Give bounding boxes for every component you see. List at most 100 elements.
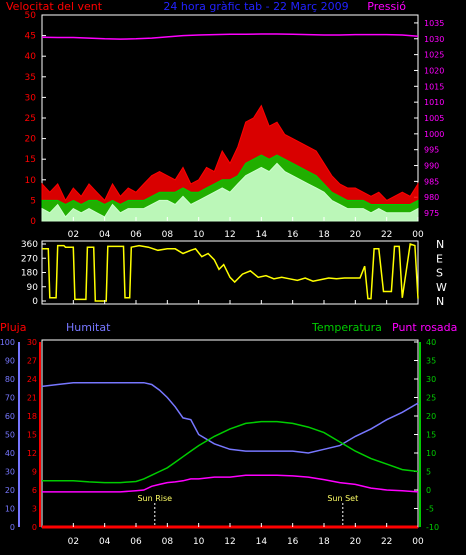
temp-xtick-label: 14 xyxy=(256,537,268,547)
pressure-ytick-label: 1000 xyxy=(424,130,444,139)
wind-ytick-label: 45 xyxy=(25,32,36,42)
direction-compass-label: W xyxy=(436,281,447,294)
temp-xtick-label: 20 xyxy=(350,537,362,547)
humidity-ytick-label: 10 xyxy=(5,505,15,514)
temperature-ytick-label: -5 xyxy=(426,505,434,514)
wind-ytick-label: 0 xyxy=(30,217,36,227)
rain-ytick-label: 21 xyxy=(27,394,37,403)
pressure-ytick-label: 990 xyxy=(424,162,439,171)
sun-marker-label: Sun Set xyxy=(327,494,358,503)
humidity-ytick-label: 50 xyxy=(5,431,15,440)
humidity-line xyxy=(41,381,419,454)
wind-speed-area xyxy=(41,162,419,222)
temperature-ytick-label: 30 xyxy=(426,375,436,384)
humidity-ytick-label: 30 xyxy=(5,468,15,477)
rain-ytick-label: 27 xyxy=(27,357,37,366)
pressure-ytick-label: 985 xyxy=(424,177,439,186)
temp-xtick-label: 12 xyxy=(224,537,235,547)
pressure-ytick-label: 995 xyxy=(424,146,439,155)
chart-title: 24 hora gràfic tab - 22 Març 2009 xyxy=(163,0,348,13)
pressure-line xyxy=(41,33,419,40)
temp-xtick-label: 00 xyxy=(412,537,424,547)
temperature-ytick-label: 0 xyxy=(426,486,431,495)
rain-ytick-label: 3 xyxy=(32,505,37,514)
direction-ytick-label: 180 xyxy=(21,269,38,279)
pressure-ytick-label: 1005 xyxy=(424,114,444,123)
wind-xtick-label: 16 xyxy=(287,230,299,240)
temp-xtick-label: 08 xyxy=(162,537,174,547)
temperature-ytick-label: 40 xyxy=(426,338,436,347)
temperature-humidity-plot: 0102030405060708090100036912151821242730… xyxy=(0,338,439,547)
wind-ytick-label: 40 xyxy=(25,52,37,62)
direction-ytick-label: 90 xyxy=(27,283,39,293)
pressure-ytick-label: 1035 xyxy=(424,19,444,28)
wind-xtick-label: 12 xyxy=(224,230,235,240)
humidity-ytick-label: 90 xyxy=(5,357,15,366)
humidity-ytick-label: 20 xyxy=(5,486,15,495)
direction-compass-label: S xyxy=(436,267,443,280)
wind-xtick-label: 06 xyxy=(130,230,142,240)
direction-ytick-label: 0 xyxy=(32,297,38,307)
wind-xtick-label: 00 xyxy=(412,230,424,240)
direction-ytick-label: 360 xyxy=(21,240,38,250)
humidity-ytick-label: 100 xyxy=(0,338,15,347)
legend-rain: Pluja xyxy=(0,321,26,334)
humidity-ytick-label: 60 xyxy=(5,412,15,421)
legend-temperature: Temperatura xyxy=(311,321,382,334)
wind-ytick-label: 30 xyxy=(25,93,37,103)
temp-xtick-label: 10 xyxy=(193,537,205,547)
direction-compass-label: N xyxy=(436,238,444,251)
wind-ytick-label: 35 xyxy=(25,73,36,83)
temperature-ytick-label: 20 xyxy=(426,412,436,421)
temperature-line xyxy=(42,420,419,484)
pressure-ytick-label: 1015 xyxy=(424,82,444,91)
wind-xtick-label: 14 xyxy=(256,230,268,240)
temp-xtick-label: 06 xyxy=(130,537,142,547)
pressure-ytick-label: 1030 xyxy=(424,35,444,44)
humidity-ytick-label: 0 xyxy=(10,523,15,532)
wind-xtick-label: 04 xyxy=(99,230,111,240)
direction-compass-label: E xyxy=(436,252,443,265)
wind-xtick-label: 18 xyxy=(318,230,330,240)
temperature-ytick-label: 15 xyxy=(426,431,436,440)
pressure-ytick-label: 1010 xyxy=(424,98,444,107)
rain-ytick-label: 18 xyxy=(27,412,37,421)
rain-ytick-label: 30 xyxy=(27,338,37,347)
temperature-ytick-label: 10 xyxy=(426,449,436,458)
pressure-ytick-label: 1020 xyxy=(424,66,444,75)
temperature-ytick-label: 5 xyxy=(426,468,431,477)
rain-ytick-label: 9 xyxy=(32,468,37,477)
wind-xtick-label: 02 xyxy=(68,230,79,240)
legend-dewpoint: Punt rosada xyxy=(392,321,457,334)
temperature-ytick-label: 25 xyxy=(426,394,436,403)
rain-ytick-label: 24 xyxy=(27,375,37,384)
rain-ytick-label: 6 xyxy=(32,486,37,495)
rain-ytick-label: 12 xyxy=(27,449,37,458)
wind-pressure-plot: 0510152025303540455097598098599099510001… xyxy=(25,11,445,240)
direction-compass-label: N xyxy=(436,295,444,308)
temp-xtick-label: 18 xyxy=(318,537,330,547)
temp-xtick-label: 16 xyxy=(287,537,299,547)
temperature-ytick-label: -10 xyxy=(426,523,439,532)
temp-xtick-label: 02 xyxy=(68,537,79,547)
temperature-ytick-label: 35 xyxy=(426,357,436,366)
humidity-ytick-label: 40 xyxy=(5,449,15,458)
direction-ytick-label: 270 xyxy=(21,254,38,264)
pressure-axis-title: Pressió xyxy=(367,0,406,13)
pressure-ytick-label: 975 xyxy=(424,209,439,218)
wind-direction-line xyxy=(42,242,419,302)
wind-xtick-label: 10 xyxy=(193,230,205,240)
rain-ytick-label: 0 xyxy=(32,523,37,532)
wind-ytick-label: 50 xyxy=(25,11,37,21)
wind-xtick-label: 22 xyxy=(381,230,392,240)
wind-ytick-label: 10 xyxy=(25,176,37,186)
humidity-ytick-label: 80 xyxy=(5,375,15,384)
wind-ytick-label: 20 xyxy=(25,135,37,145)
wind-ytick-label: 25 xyxy=(25,114,36,124)
legend-humidity: Humitat xyxy=(66,321,111,334)
rain-ytick-label: 15 xyxy=(27,431,37,440)
dewpoint-line xyxy=(42,474,419,493)
wind-xtick-label: 08 xyxy=(162,230,174,240)
